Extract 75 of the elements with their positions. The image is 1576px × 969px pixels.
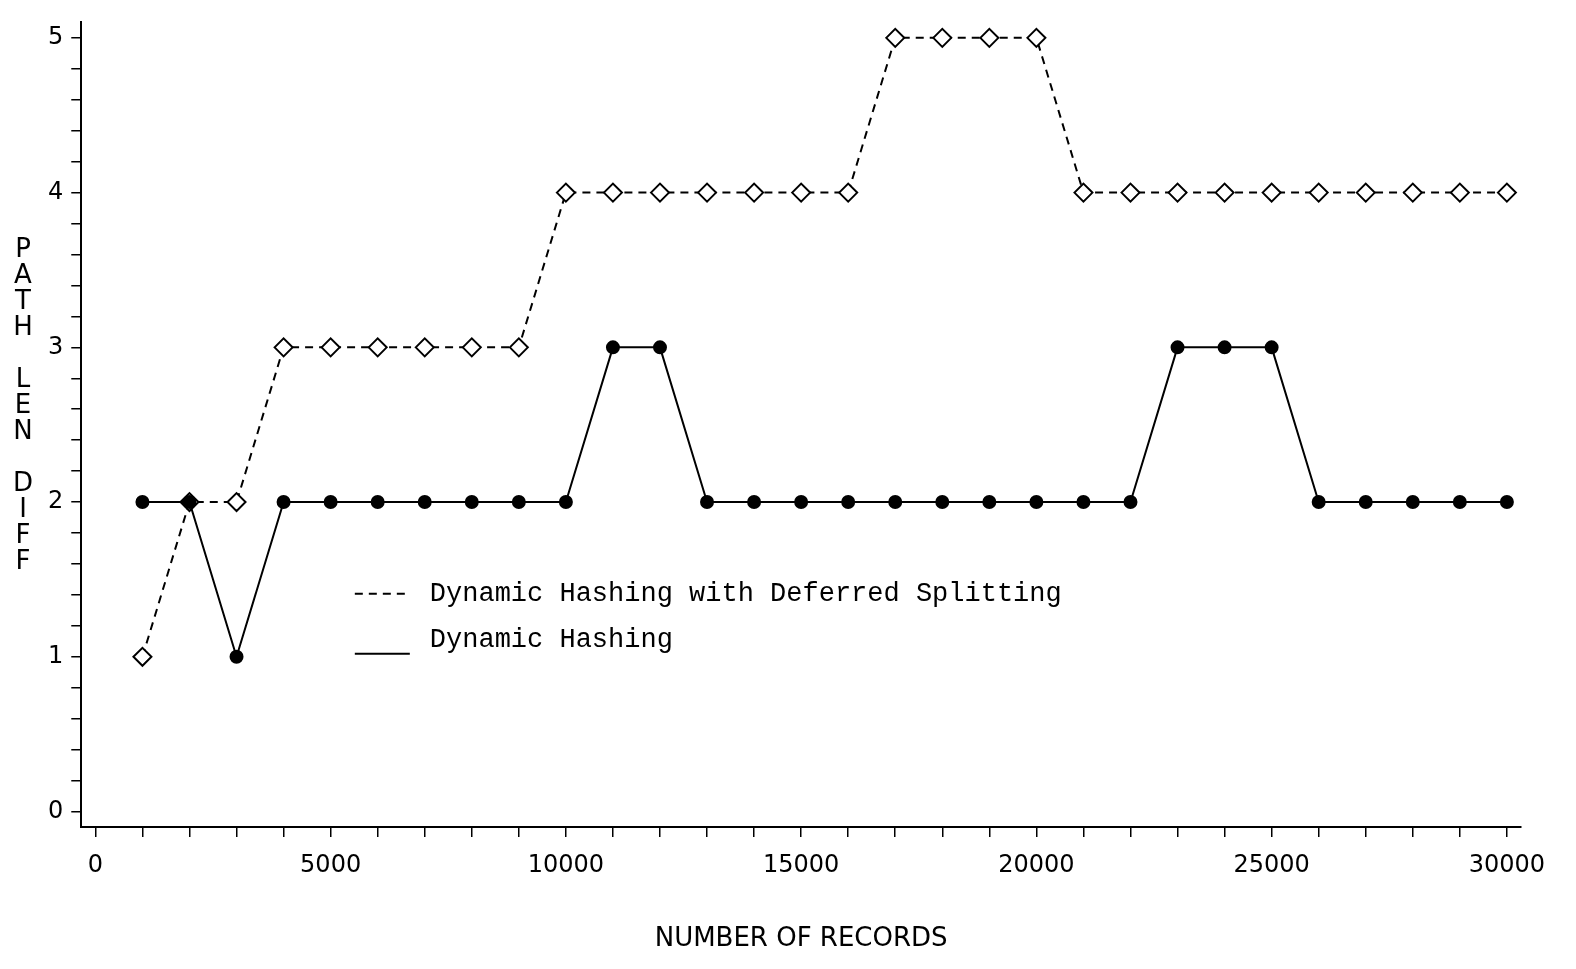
point	[508, 337, 529, 358]
point	[1120, 182, 1141, 203]
point	[1029, 495, 1044, 510]
point	[367, 337, 388, 358]
point	[1026, 27, 1047, 48]
point	[1405, 495, 1420, 510]
point	[1449, 182, 1470, 203]
point	[605, 340, 620, 355]
y-tick-label: 4	[47, 176, 64, 205]
point	[838, 182, 859, 203]
point	[794, 495, 809, 510]
point	[1123, 495, 1138, 510]
point	[885, 27, 906, 48]
point	[320, 337, 341, 358]
point	[1308, 182, 1329, 203]
x-tick-label: 5000	[300, 849, 362, 878]
point	[132, 646, 153, 667]
x-axis-title: NUMBER OF RECORDS	[654, 922, 948, 953]
x-tick-label: 30000	[1468, 849, 1546, 878]
point	[135, 495, 150, 510]
point	[417, 495, 432, 510]
point	[1167, 182, 1188, 203]
x-tick-label: 0	[87, 849, 104, 878]
point	[1170, 340, 1185, 355]
point	[555, 182, 576, 203]
point	[414, 337, 435, 358]
legend-label: Dynamic Hashing	[429, 624, 673, 655]
point	[464, 495, 479, 510]
point	[697, 182, 718, 203]
point	[558, 495, 573, 510]
point	[1402, 182, 1423, 203]
point	[979, 27, 1000, 48]
point	[1217, 340, 1232, 355]
point	[932, 27, 953, 48]
point	[791, 182, 812, 203]
point	[226, 492, 247, 513]
y-tick-label: 1	[47, 641, 64, 670]
y-tick-label: 2	[47, 486, 64, 515]
point	[323, 495, 338, 510]
point	[888, 495, 903, 510]
point	[1214, 182, 1235, 203]
point	[1355, 182, 1376, 203]
point	[652, 340, 667, 355]
point	[747, 495, 762, 510]
point	[1311, 495, 1326, 510]
text: PATH LEN DIFF	[12, 233, 34, 575]
point	[1499, 495, 1514, 510]
x-tick-label: 25000	[1233, 849, 1310, 878]
point	[602, 182, 623, 203]
point	[1358, 495, 1373, 510]
point	[1496, 182, 1517, 203]
point	[1264, 340, 1279, 355]
point	[649, 182, 670, 203]
legend-label: Dynamic Hashing with Deferred Splitting	[429, 578, 1062, 609]
point	[229, 649, 244, 664]
x-tick-label: 15000	[762, 849, 840, 878]
x-tick-label: 10000	[527, 849, 605, 878]
point	[744, 182, 765, 203]
point	[1452, 495, 1467, 510]
point	[935, 495, 950, 510]
point	[1073, 182, 1094, 203]
point	[276, 495, 291, 510]
y-tick-label: 3	[47, 331, 64, 360]
point	[841, 495, 856, 510]
point	[273, 337, 294, 358]
point	[1261, 182, 1282, 203]
point	[461, 337, 482, 358]
point	[700, 495, 715, 510]
point	[1076, 495, 1091, 510]
y-tick-label: 5	[47, 22, 64, 51]
x-tick-label: 20000	[998, 849, 1075, 878]
y-tick-label: 0	[47, 795, 64, 824]
point	[511, 495, 526, 510]
point	[982, 495, 997, 510]
point	[370, 495, 385, 510]
